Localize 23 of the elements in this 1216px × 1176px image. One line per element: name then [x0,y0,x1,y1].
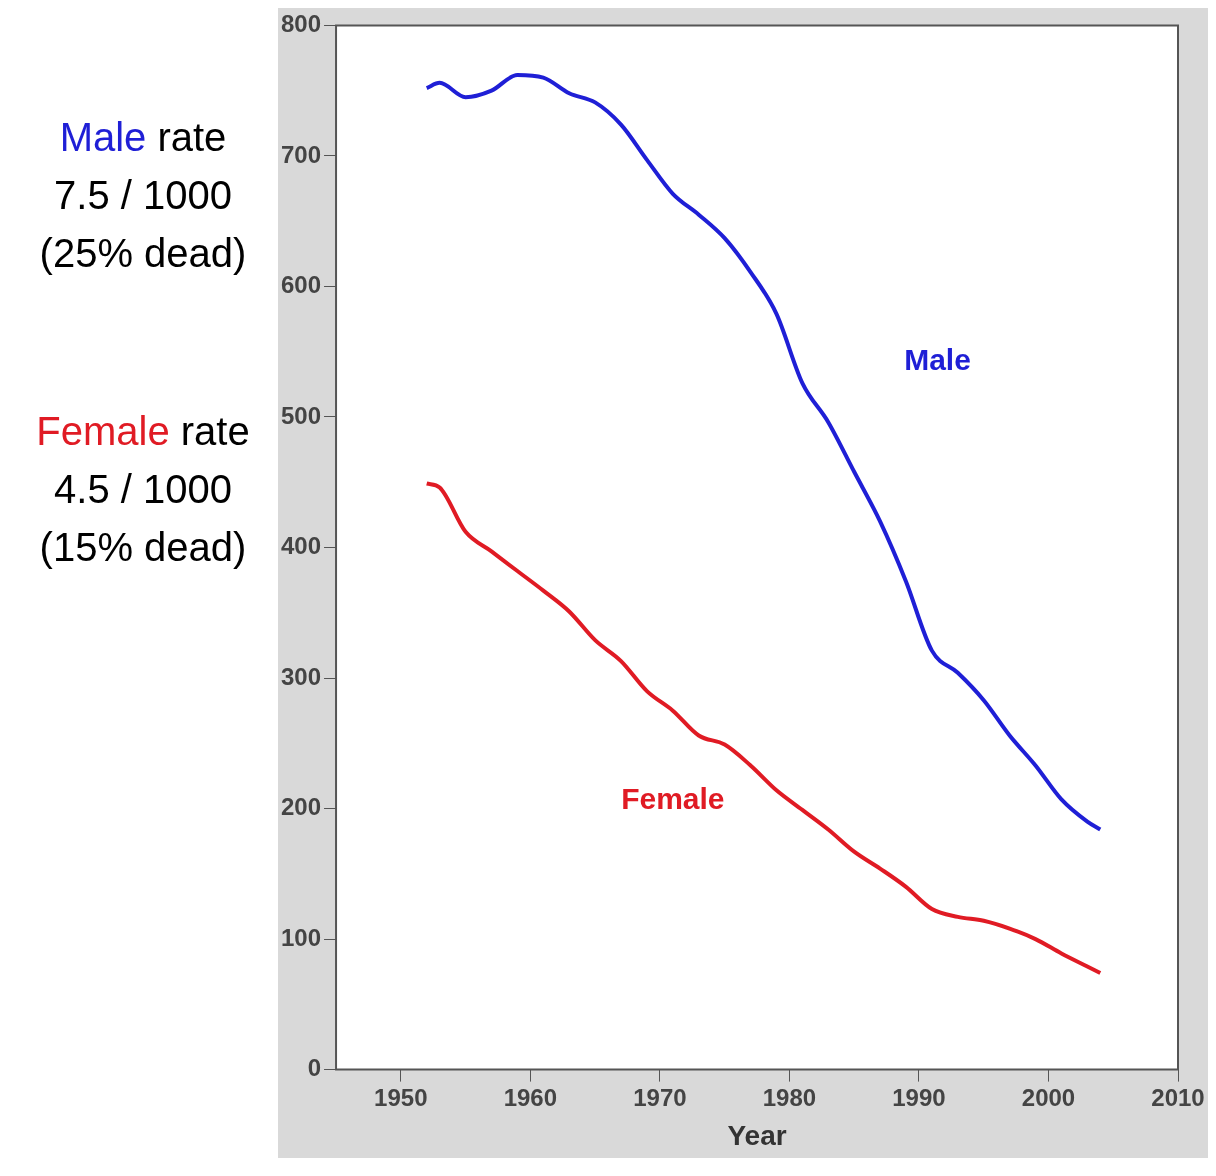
text: Female rate 4.5 / 1000 (15% dead) [36,409,250,569]
y-tick-label: 0 [307,1054,322,1082]
text: Male [904,343,971,377]
y-tick-label: 300 [281,662,322,690]
y-tick-label: 200 [281,793,322,821]
y-tick-label: 600 [281,271,322,299]
x-tick-label: 1990 [892,1083,946,1111]
y-tick-label: 700 [281,140,322,168]
x-tick-label: 1960 [503,1083,558,1111]
y-tick-label: 400 [281,532,322,560]
y-tick-label: 100 [281,923,322,951]
y-tick-label: 500 [281,401,322,429]
text: Male rate 7.5 / 1000 (25% dead) [39,115,247,275]
x-tick-label: 1950 [374,1083,428,1111]
line-series [424,481,1103,976]
y-tick-label: 800 [281,10,322,38]
x-tick-label: 2010 [1151,1083,1205,1111]
x-tick-label: 1970 [633,1083,687,1111]
line-series [424,73,1103,832]
series-label: Female [621,781,725,815]
x-tick-label: 2000 [1021,1083,1076,1111]
x-tick-label: 1980 [762,1083,817,1111]
x-axis-title: Year [727,1119,787,1151]
